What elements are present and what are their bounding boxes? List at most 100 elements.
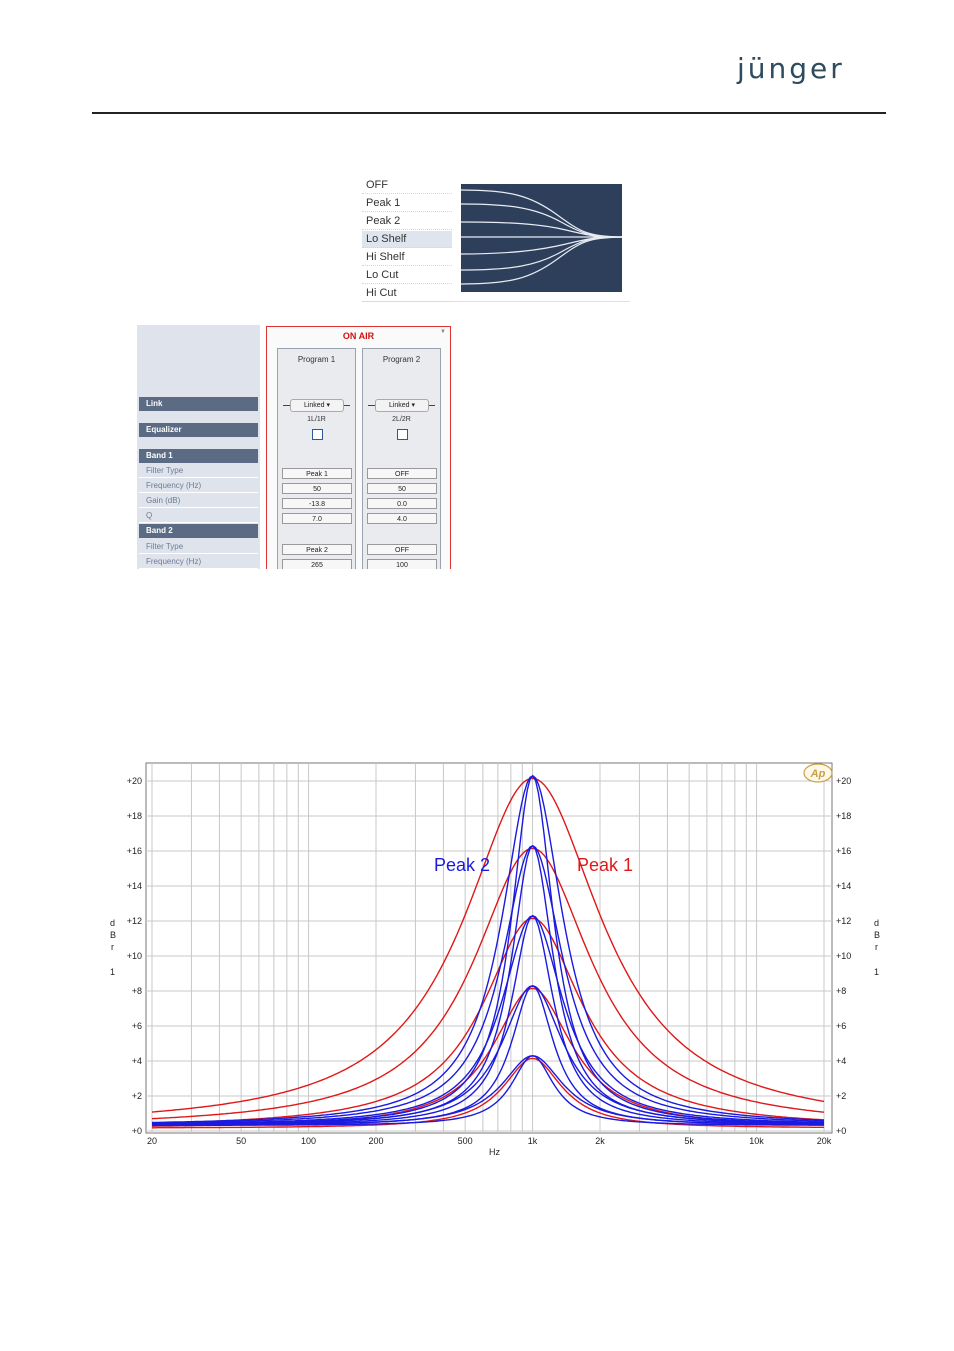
menu-item-hi-cut[interactable]: Hi Cut [362, 285, 452, 302]
section-equalizer: Equalizer [139, 423, 258, 437]
x-axis-label: Hz [489, 1147, 500, 1157]
program-1-band1-q[interactable]: 7.0 [282, 513, 352, 524]
y-tick-label-right: +20 [836, 776, 851, 786]
y-axis-label-right: d B r 1 [874, 918, 880, 977]
chart-svg: 20 50 100 200 500 1k 2k 5k 10k 20k +0 +0 +2 +2 +4 +4 +6 +… [110, 762, 880, 1157]
series-peak2-curve [151, 774, 825, 1125]
frequency-response-chart: 20 50 100 200 500 1k 2k 5k 10k 20k +0 +0 +2 +2 +4 +4 +6 +… [110, 755, 890, 1170]
program-1-channels: 1L/1R [307, 416, 326, 423]
program-1-link-dropdown[interactable]: Linked ▾ [290, 399, 344, 412]
y-tick-label-left: +6 [132, 1021, 142, 1031]
x-tick-label: 20k [817, 1136, 832, 1146]
x-tick-label: 20 [147, 1136, 157, 1146]
x-tick-label: 500 [458, 1136, 473, 1146]
program-1-band2-filter-type[interactable]: Peak 2 [282, 544, 352, 555]
series-peak1-curve [151, 917, 825, 1124]
ylabel-right-r: r [875, 942, 878, 952]
menu-item-hi-shelf[interactable]: Hi Shelf [362, 249, 452, 266]
program-2-band1-gain[interactable]: 0.0 [367, 498, 437, 509]
x-tick-label: 50 [236, 1136, 246, 1146]
x-tick-label: 200 [368, 1136, 383, 1146]
filter-type-menu: OFF Peak 1 Peak 2 Lo Shelf Hi Shelf Lo C… [362, 177, 630, 302]
y-tick-label-right: +16 [836, 846, 851, 856]
menu-item-lo-cut[interactable]: Lo Cut [362, 267, 452, 284]
y-tick-label-left: +2 [132, 1091, 142, 1101]
x-tick-label: 5k [684, 1136, 694, 1146]
y-tick-label-left: +18 [127, 811, 142, 821]
eq-parameter-panel: Link Equalizer Band 1 Filter Type Freque… [137, 325, 453, 569]
series-peak1-curve [151, 777, 825, 1113]
x-tick-label: 1k [528, 1136, 538, 1146]
row-label-gain: Gain (dB) [139, 494, 258, 508]
ylabel-right-b: B [874, 930, 880, 940]
program-1-band1-gain[interactable]: -13.8 [282, 498, 352, 509]
program-2-link-dropdown[interactable]: Linked ▾ [375, 399, 429, 412]
ap-badge: Ap [810, 768, 826, 780]
section-link: Link [139, 397, 258, 411]
y-tick-label-left: +14 [127, 881, 142, 891]
section-band1: Band 1 [139, 449, 258, 463]
y-tick-label-left: +4 [132, 1056, 142, 1066]
ylabel-left-d: d [110, 918, 115, 928]
program-2-band1-filter-type[interactable]: OFF [367, 468, 437, 479]
y-tick-label-left: +12 [127, 916, 142, 926]
program-2-column: Program 2 Linked ▾ 2L/2R OFF 50 0.0 4.0 … [362, 348, 441, 569]
program-1-band1-frequency[interactable]: 50 [282, 483, 352, 494]
x-tick-label: 10k [749, 1136, 764, 1146]
on-air-title: ON AIR [342, 331, 375, 341]
y-tick-label-right: +0 [836, 1126, 846, 1136]
x-tick-label: 2k [595, 1136, 605, 1146]
ylabel-left-sub: 1 [110, 967, 115, 977]
menu-item-peak1[interactable]: Peak 1 [362, 195, 452, 212]
label-column: Link Equalizer Band 1 Filter Type Freque… [137, 325, 260, 569]
chevron-down-icon: ▾ [411, 402, 416, 409]
program-1-eq-checkbox[interactable] [312, 429, 323, 440]
program-2-band2-frequency[interactable]: 100 [367, 559, 437, 569]
program-2-title: Program 2 [382, 355, 421, 364]
link-value: Linked [303, 402, 325, 409]
program-2-channels: 2L/2R [392, 416, 411, 423]
program-2-band1-frequency[interactable]: 50 [367, 483, 437, 494]
program-1-band1-filter-type[interactable]: Peak 1 [282, 468, 352, 479]
row-label-frequency-2: Frequency (Hz) [139, 555, 258, 569]
y-tick-label-right: +2 [836, 1091, 846, 1101]
ylabel-left-r: r [111, 942, 114, 952]
program-1-column: Program 1 Linked ▾ 1L/1R Peak 1 50 -13.8… [277, 348, 356, 569]
y-tick-label-left: +20 [127, 776, 142, 786]
ylabel-right-d: d [874, 918, 879, 928]
y-tick-label-left: +10 [127, 951, 142, 961]
row-label-filter-type: Filter Type [139, 464, 258, 478]
collapse-arrow-icon[interactable]: ▼ [440, 329, 446, 335]
series-peak1-curve [151, 847, 825, 1120]
program-2-eq-checkbox[interactable] [397, 429, 408, 440]
ylabel-left-b: B [110, 930, 116, 940]
program-1-band2-frequency[interactable]: 265 [282, 559, 352, 569]
row-label-q: Q [139, 509, 258, 523]
series-peak2-curve [152, 845, 825, 1124]
menu-item-peak2[interactable]: Peak 2 [362, 213, 452, 230]
x-tick-label: 100 [301, 1136, 316, 1146]
on-air-group: ON AIR ▼ Program 1 Linked ▾ 1L/1R Peak 1… [266, 326, 451, 569]
annotation-peak2: Peak 2 [434, 855, 490, 875]
badge: Ap [803, 763, 833, 783]
y-tick-label-left: +16 [127, 846, 142, 856]
section-band2: Band 2 [139, 524, 258, 538]
y-tick-label-left: +0 [132, 1126, 142, 1136]
y-tick-label-left: +8 [132, 986, 142, 996]
menu-item-off[interactable]: OFF [362, 177, 452, 194]
filter-curve-preview [460, 184, 623, 292]
y-tick-label-right: +10 [836, 951, 851, 961]
y-axis-label-left: d B r 1 [110, 918, 116, 977]
plot-frame [145, 762, 833, 1134]
header-divider [92, 112, 886, 114]
series-peak2-curve [151, 774, 825, 1124]
program-2-band1-q[interactable]: 4.0 [367, 513, 437, 524]
menu-item-lo-shelf[interactable]: Lo Shelf [362, 231, 452, 248]
brand-logo: jünger [737, 52, 845, 85]
y-tick-label-right: +14 [836, 881, 851, 891]
y-tick-label-right: +8 [836, 986, 846, 996]
program-2-band2-filter-type[interactable]: OFF [367, 544, 437, 555]
chevron-down-icon: ▾ [326, 402, 331, 409]
ylabel-right-sub: 1 [874, 967, 879, 977]
y-tick-label-right: +18 [836, 811, 851, 821]
